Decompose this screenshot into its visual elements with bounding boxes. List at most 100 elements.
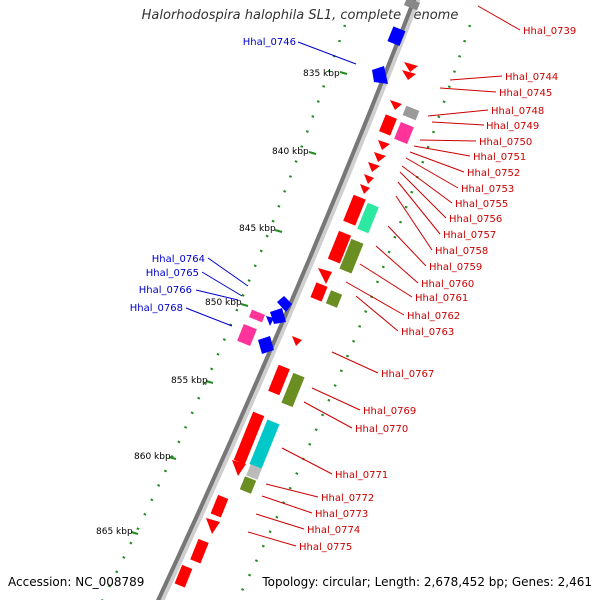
feature-teal-0771 (249, 419, 280, 469)
leader-hhal-0756 (399, 171, 447, 219)
feature-hhal-0771 (233, 411, 265, 465)
leader-hhal-0775 (247, 531, 297, 547)
gene-label-hhal-0750[interactable]: Hhal_0750 (479, 137, 532, 148)
feature-hhal-0765 (270, 308, 286, 324)
forward-gene-labels: Hhal_0739 Hhal_0744 Hhal_0745 Hhal_0748 … (299, 26, 576, 553)
feature-hhal-0749 (379, 114, 397, 136)
gene-label-hhal-0749[interactable]: Hhal_0749 (486, 121, 539, 132)
gene-label-hhal-0766[interactable]: Hhal_0766 (139, 285, 192, 296)
feature-hhal-bottom-1 (190, 538, 209, 564)
gene-label-hhal-0765[interactable]: Hhal_0765 (146, 268, 199, 279)
feature-blue-top (387, 26, 406, 47)
forward-leader-lines (247, 5, 521, 547)
feature-olive-0769 (281, 372, 305, 408)
feature-hhal-0764 (277, 296, 292, 312)
gene-label-hhal-0757[interactable]: Hhal_0757 (443, 230, 496, 241)
leader-hhal-0744 (449, 75, 503, 81)
leader-hhal-0767 (331, 351, 379, 374)
gene-label-hhal-0755[interactable]: Hhal_0755 (455, 199, 508, 210)
leader-hhal-0752 (409, 151, 465, 173)
feature-hhal-0757 (343, 194, 366, 226)
leader-hhal-0758 (395, 195, 433, 251)
gene-label-hhal-0758[interactable]: Hhal_0758 (435, 246, 488, 257)
feature-hhal-0752 (374, 152, 386, 162)
leader-hhal-0763 (355, 295, 399, 332)
feature-hhal-0762 (310, 282, 328, 302)
tick-mark-855 (205, 380, 214, 384)
leader-hhal-0771 (281, 447, 333, 475)
leader-hhal-0773 (261, 495, 313, 514)
tick-label-855: 855 kbp (171, 376, 208, 386)
tick-label-860: 860 kbp (134, 452, 171, 462)
leader-hhal-0762 (345, 281, 405, 316)
gene-label-hhal-0767[interactable]: Hhal_0767 (381, 369, 434, 380)
gene-label-hhal-0775[interactable]: Hhal_0775 (299, 542, 352, 553)
gene-label-hhal-0773[interactable]: Hhal_0773 (315, 509, 368, 520)
gene-label-hhal-0739[interactable]: Hhal_0739 (523, 26, 576, 37)
feature-hhal-0775 (206, 518, 220, 534)
map-title: Halorhodospira halophila SL1, complete g… (141, 8, 459, 23)
topology-text: Topology: circular; Length: 2,678,452 bp… (262, 575, 592, 589)
tick-mark-845 (274, 229, 283, 233)
leader-hhal-0755 (401, 165, 453, 204)
feature-hhal-0767 (292, 336, 302, 346)
tick-label-835: 835 kbp (303, 69, 340, 79)
feature-magenta-0766 (249, 309, 265, 323)
gene-label-hhal-0762[interactable]: Hhal_0762 (407, 311, 460, 322)
feature-hhal-0745 (402, 70, 416, 80)
gene-label-hhal-0764[interactable]: Hhal_0764 (152, 254, 205, 265)
gene-label-hhal-0753[interactable]: Hhal_0753 (461, 184, 514, 195)
gene-label-hhal-0759[interactable]: Hhal_0759 (429, 262, 482, 273)
feature-hhal-0768 (258, 336, 274, 354)
gene-label-hhal-0761[interactable]: Hhal_0761 (415, 293, 468, 304)
feature-hhal-0753 (368, 162, 380, 172)
leader-hhal-0749 (431, 121, 485, 126)
gene-label-hhal-0763[interactable]: Hhal_0763 (401, 327, 454, 338)
feature-hhal-0769 (268, 364, 290, 396)
feature-hhal-0774 (210, 494, 229, 518)
gene-label-hhal-0751[interactable]: Hhal_0751 (473, 152, 526, 163)
feature-hhal-0751 (378, 140, 390, 150)
gene-label-hhal-0772[interactable]: Hhal_0772 (321, 493, 374, 504)
gene-label-hhal-0760[interactable]: Hhal_0760 (421, 279, 474, 290)
leader-hhal-0757 (397, 181, 441, 235)
leader-hhal-0748 (427, 109, 489, 117)
leader-hhal-0745 (439, 87, 497, 93)
leader-hhal-0746 (297, 41, 357, 65)
leader-hhal-0760 (375, 245, 419, 284)
leader-hhal-0764 (207, 257, 249, 287)
tick-mark-835 (339, 71, 348, 75)
leader-hhal-0751 (413, 145, 471, 157)
scale-ticks: 835 kbp 840 kbp 845 kbp 850 kbp 855 kbp … (96, 69, 348, 537)
feature-magenta-0768 (237, 324, 257, 346)
gene-label-hhal-0745[interactable]: Hhal_0745 (499, 88, 552, 99)
tick-label-850: 850 kbp (205, 298, 242, 308)
feature-hhal-0756 (360, 184, 370, 194)
tick-mark-850 (240, 303, 249, 307)
tick-mark-860 (168, 456, 177, 460)
leader-hhal-0739 (477, 5, 521, 31)
gene-label-hhal-0770[interactable]: Hhal_0770 (355, 424, 408, 435)
gene-label-hhal-0768[interactable]: Hhal_0768 (130, 303, 183, 314)
leader-hhal-0753 (405, 157, 459, 189)
gene-label-hhal-0744[interactable]: Hhal_0744 (505, 72, 558, 83)
leader-hhal-0769 (311, 387, 361, 411)
reverse-leader-lines (185, 41, 357, 327)
feature-magenta-0750 (394, 122, 414, 144)
feature-gray-0748 (402, 105, 420, 121)
gene-label-hhal-0771[interactable]: Hhal_0771 (335, 470, 388, 481)
gene-label-hhal-0774[interactable]: Hhal_0774 (307, 525, 360, 536)
gene-label-hhal-0746[interactable]: Hhal_0746 (243, 37, 296, 48)
feature-hhal-bottom-2 (174, 564, 193, 588)
forward-strand-features (174, 0, 420, 588)
leader-hhal-0766 (195, 289, 239, 301)
feature-gray-0772 (246, 464, 262, 480)
gene-label-hhal-0752[interactable]: Hhal_0752 (467, 168, 520, 179)
gene-label-hhal-0748[interactable]: Hhal_0748 (491, 106, 544, 117)
leader-hhal-0768 (185, 307, 233, 327)
feature-olive-0763 (325, 290, 343, 308)
reverse-strand-features (237, 26, 406, 354)
gene-label-hhal-0756[interactable]: Hhal_0756 (449, 214, 502, 225)
gene-label-hhal-0769[interactable]: Hhal_0769 (363, 406, 416, 417)
